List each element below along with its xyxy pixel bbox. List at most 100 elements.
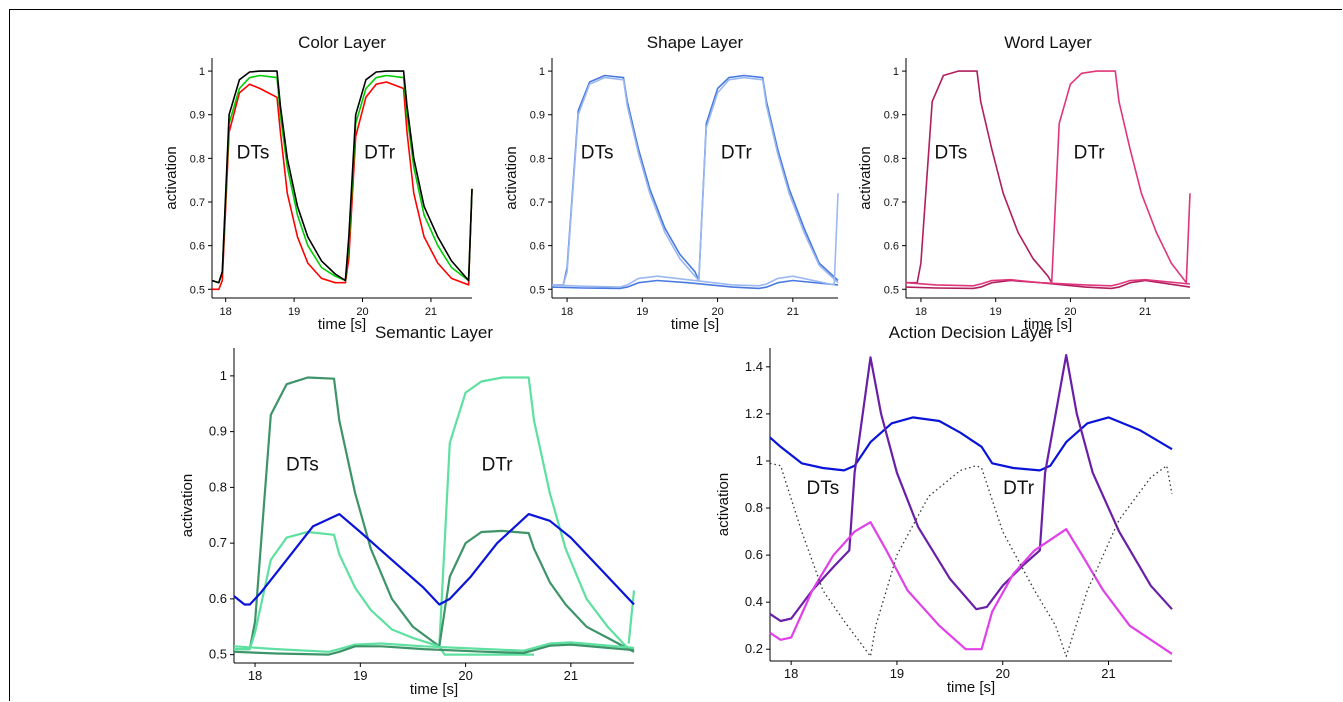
word-layer-y-tick-label: 0.8 (884, 153, 899, 165)
word-layer-y-tick-label: 0.7 (884, 197, 899, 209)
semantic-layer-series-line-6 (233, 641, 635, 653)
semantic-layer-x-tick-label: 19 (353, 668, 367, 683)
shape-layer-x-tick-label: 19 (636, 306, 648, 318)
shape-layer-series-line-3 (551, 193, 839, 288)
action-decision-layer-panel: Action Decision Layer 0.2 0.4 0.6 0.8 1 1.2 1.4… (715, 323, 1173, 696)
semantic-layer-annotation-dts: DTs (286, 455, 319, 476)
shape-layer-annotation-dts: DTs (581, 142, 614, 163)
word-layer-series-line-1 (1050, 70, 1191, 284)
shape-layer-y-tick-label: 0.8 (530, 153, 545, 165)
shape-layer-series-line-1 (552, 76, 839, 286)
action-decision-layer-x-tick-label: 21 (1101, 666, 1115, 681)
semantic-layer-series-line-4 (627, 590, 636, 644)
semantic-layer-x-tick-label: 18 (248, 668, 262, 683)
color-layer-series-line-2 (211, 70, 473, 284)
color-layer-panel: Color Layer 0.5 0.6 0.7 0.8 0.9 1 18 19 20 21 time … (163, 33, 473, 333)
word-layer-y-tick-label: 0.5 (884, 284, 899, 296)
semantic-layer-x-tick-label: 21 (564, 668, 578, 683)
word-layer-y-tick-label: 0.6 (884, 241, 899, 253)
action-decision-layer-y-axis-label: activation (715, 473, 732, 536)
semantic-layer-annotation-dtr: DTr (482, 455, 514, 476)
shape-layer-x-tick-label: 20 (711, 306, 723, 318)
color-layer-x-tick-label: 21 (425, 306, 437, 318)
figure-frame (9, 9, 1342, 701)
semantic-layer-y-tick-label: 0.5 (209, 647, 227, 662)
semantic-layer-series-line-2 (234, 530, 534, 656)
color-layer-x-tick-label: 18 (220, 306, 232, 318)
semantic-layer-series-line-7 (233, 643, 635, 656)
action-decision-layer-y-tick-label: 0.2 (745, 641, 763, 656)
semantic-layer-series-line-0 (234, 376, 440, 651)
shape-layer-y-tick-label: 0.6 (530, 241, 545, 253)
word-layer-x-axis-label: time [s] (1024, 316, 1072, 333)
shape-layer-annotation-dtr: DTr (721, 142, 753, 163)
color-layer-y-tick-label: 0.9 (190, 110, 205, 122)
action-decision-layer-x-axis-label: time [s] (947, 679, 995, 696)
color-layer-x-axis-label: time [s] (318, 316, 366, 333)
word-layer-annotation-dtr: DTr (1074, 142, 1106, 163)
shape-layer-y-tick-label: 1 (539, 66, 545, 78)
semantic-layer-series-line-3 (438, 529, 635, 653)
word-layer-y-tick-label: 0.9 (884, 110, 899, 122)
semantic-layer-y-axis-label: activation (179, 474, 196, 537)
action-decision-layer-y-tick-label: 0.8 (745, 500, 763, 515)
color-layer-title: Color Layer (298, 33, 386, 52)
semantic-layer-x-tick-label: 20 (458, 668, 472, 683)
shape-layer-x-axis-label: time [s] (671, 316, 719, 333)
shape-layer-series-line-2 (551, 279, 839, 290)
shape-layer-series-line-0 (552, 74, 839, 286)
word-layer-x-tick-label: 20 (1064, 306, 1076, 318)
semantic-layer-series-line-5 (233, 513, 635, 606)
action-decision-layer-series-line-1 (769, 354, 1173, 623)
action-decision-layer-series-line-2 (769, 521, 1173, 655)
color-layer-y-tick-label: 0.6 (190, 241, 205, 253)
word-layer-title: Word Layer (1004, 33, 1092, 52)
word-layer-x-tick-label: 19 (990, 306, 1002, 318)
action-decision-layer-series-line-0 (769, 416, 1173, 472)
action-decision-layer-x-tick-label: 18 (784, 666, 798, 681)
shape-layer-y-tick-label: 0.9 (530, 110, 545, 122)
word-layer-y-axis-label: activation (857, 146, 874, 209)
shape-layer-panel: Shape Layer 0.5 0.6 0.7 0.8 0.9 1 18 19 20 21 time … (503, 33, 839, 333)
word-layer-series-line-0 (906, 70, 1053, 284)
word-layer-x-tick-label: 21 (1139, 306, 1151, 318)
color-layer-x-tick-label: 19 (288, 306, 300, 318)
semantic-layer-title: Semantic Layer (375, 323, 493, 342)
semantic-layer-series-line-1 (438, 376, 634, 651)
action-decision-layer-y-tick-label: 0.6 (745, 547, 763, 562)
color-layer-annotation-dtr: DTr (364, 142, 396, 163)
semantic-layer-y-tick-label: 1 (220, 368, 227, 383)
action-decision-layer-annotation-dtr: DTr (1003, 478, 1035, 499)
semantic-layer-panel: Semantic Layer 0.5 0.6 0.7 0.8 0.9 1 18 19 20 21 ti… (179, 323, 636, 698)
action-decision-layer-y-tick-label: 0.4 (745, 594, 763, 609)
color-layer-y-tick-label: 0.7 (190, 197, 205, 209)
semantic-layer-y-tick-label: 0.7 (209, 535, 227, 550)
word-layer-y-tick-label: 1 (893, 66, 899, 78)
action-decision-layer-x-tick-label: 20 (996, 666, 1010, 681)
action-decision-layer-x-tick-label: 19 (890, 666, 904, 681)
shape-layer-x-tick-label: 18 (561, 306, 573, 318)
color-layer-annotation-dts: DTs (237, 142, 270, 163)
color-layer-y-tick-label: 1 (199, 66, 205, 78)
action-decision-layer-y-tick-label: 1 (756, 453, 763, 468)
shape-layer-title: Shape Layer (647, 33, 744, 52)
color-layer-series-line-0 (212, 81, 473, 291)
word-layer-x-tick-label: 18 (915, 306, 927, 318)
word-layer-series-line-3 (905, 278, 1191, 287)
semantic-layer-y-tick-label: 0.6 (209, 591, 227, 606)
word-layer-annotation-dts: DTs (934, 142, 967, 163)
shape-layer-y-tick-label: 0.7 (530, 197, 545, 209)
color-layer-y-tick-label: 0.8 (190, 153, 205, 165)
color-layer-y-axis-label: activation (163, 146, 180, 209)
semantic-layer-y-tick-label: 0.9 (209, 424, 227, 439)
color-layer-y-tick-label: 0.5 (190, 284, 205, 296)
action-decision-layer-annotation-dts: DTs (807, 478, 840, 499)
semantic-layer-x-axis-label: time [s] (410, 681, 458, 698)
action-decision-layer-title: Action Decision Layer (889, 323, 1054, 342)
shape-layer-x-tick-label: 21 (787, 306, 799, 318)
action-decision-layer-y-tick-label: 1.2 (745, 406, 763, 421)
color-layer-series-line-1 (211, 74, 473, 284)
shape-layer-y-axis-label: activation (503, 146, 520, 209)
semantic-layer-y-tick-label: 0.8 (209, 479, 227, 494)
shape-layer-y-tick-label: 0.5 (530, 284, 545, 296)
